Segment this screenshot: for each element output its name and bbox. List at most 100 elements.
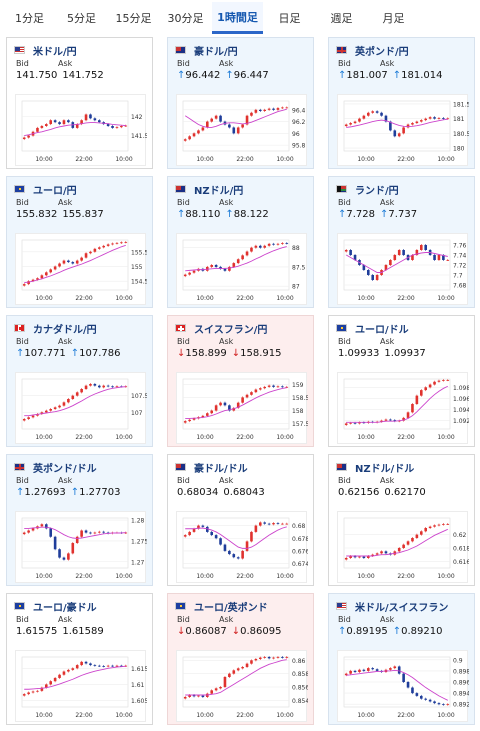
candle-body (67, 553, 70, 560)
price-values: ↑181.007 ↑181.014 (338, 70, 448, 81)
x-tick-label: 22:00 (236, 295, 253, 302)
mini-chart[interactable]: 107.5 107 10:00 22:00 10:00 (15, 372, 147, 444)
pair-card[interactable]: 英ポンド/ドル Bid Ask ↑1.27693 ↑1.27703 1.28 1.275 1.… (6, 454, 153, 586)
candle-body (402, 127, 405, 134)
mini-chart[interactable]: 155.5 155 154.5 10:00 22:00 10:00 (15, 233, 147, 305)
mini-chart[interactable]: 159 158.5 158 157.5 10:00 22:00 10:00 (176, 372, 308, 444)
mini-chart[interactable]: 1.098 1.096 1.094 1.092 10:00 22:00 10:00 (337, 372, 469, 444)
pair-name[interactable]: 豪ドル/円 (194, 46, 238, 58)
pair-card[interactable]: ランド/円 Bid Ask ↑7.728 ↑7.737 7.76 7.74 7.72 7.7 7.… (328, 176, 475, 308)
pair-name[interactable]: ユーロ/英ポンド (194, 602, 268, 614)
mini-chart[interactable]: 96.4 96.2 96 95.8 10:00 22:00 10:00 (176, 94, 307, 166)
y-tick-label: 155.5 (131, 249, 147, 256)
candle-body (397, 250, 401, 255)
pair-name[interactable]: NZドル/ドル (355, 463, 415, 475)
pair-name[interactable]: スイスフラン/円 (194, 324, 268, 336)
tab-6[interactable]: 週足 (330, 12, 353, 25)
mini-chart[interactable]: 0.86 0.858 0.856 0.854 10:00 22:00 10:00 (176, 650, 308, 722)
pair-name[interactable]: 米ドル/円 (33, 46, 77, 58)
candle-body (93, 384, 97, 386)
pair-name[interactable]: ユーロ/円 (33, 185, 77, 197)
candle-body (44, 124, 48, 126)
moving-average-line (184, 108, 287, 128)
change-arrow-icon: ↑ (225, 209, 234, 220)
y-tick-label: 0.674 (292, 561, 308, 568)
mini-chart[interactable]: 0.68 0.678 0.676 0.674 10:00 22:00 10:00 (176, 511, 308, 583)
candle-body (188, 695, 191, 697)
mini-chart[interactable]: 181.5 181 180.5 180 10:00 22:00 10:00 (337, 94, 469, 166)
pair-name[interactable]: ユーロ/豪ドル (33, 602, 97, 614)
candle-body (27, 692, 30, 695)
mini-chart[interactable]: 1.28 1.275 1.27 10:00 22:00 10:00 (15, 511, 147, 583)
pair-card[interactable]: ユーロ/英ポンド Bid Ask ↓0.86087 ↓0.86095 0.86 0.858 0… (167, 593, 314, 725)
pair-card[interactable]: 豪ドル/円 Bid Ask ↑96.442 ↑96.447 96.4 96.2 96 95.8 1… (167, 37, 314, 169)
candle-body (406, 124, 410, 128)
mini-chart[interactable]: 0.62 0.618 0.616 10:00 22:00 10:00 (337, 511, 469, 583)
flag-icon (175, 602, 186, 610)
candle-body (250, 247, 253, 252)
candle-body (236, 402, 240, 408)
plot-frame (21, 656, 129, 708)
pair-card[interactable]: 豪ドル/ドル Bid Ask 0.68034 0.68043 0.68 0.678 0.676… (167, 454, 314, 586)
pair-header: ユーロ/英ポンド (175, 598, 268, 614)
y-tick-label: 1.28 (131, 518, 145, 525)
tab-7[interactable]: 月足 (382, 12, 405, 25)
pair-card[interactable]: 米ドル/円 Bid Ask 141.750 141.752 142 141.5 10:00 22… (6, 37, 153, 169)
mini-chart[interactable]: 0.9 0.898 0.896 0.894 0.892 10:00 22:00 10:00 (337, 650, 469, 722)
candle-body (93, 118, 97, 121)
pair-name[interactable]: 英ポンド/ドル (33, 463, 97, 475)
mini-chart[interactable]: 7.76 7.74 7.72 7.7 7.68 10:00 22:00 10:00 (337, 233, 468, 305)
pair-card[interactable]: ユーロ/ドル Bid Ask 1.09933 1.09937 1.098 1.096 1.09… (328, 315, 475, 447)
candle-body (183, 697, 187, 699)
candle-body (442, 118, 445, 119)
pair-name[interactable]: ユーロ/ドル (355, 324, 409, 336)
tab-5[interactable]: 日足 (278, 12, 301, 25)
y-tick-label: 96.2 (292, 119, 306, 126)
candle-body (428, 117, 432, 119)
price-labels: Bid Ask (16, 59, 100, 68)
pair-card[interactable]: NZドル/ドル Bid Ask 0.62156 0.62170 0.62 0.618 0.61… (328, 454, 475, 586)
pair-card[interactable]: ユーロ/豪ドル Bid Ask 1.61575 1.61589 1.615 1.61 1.60… (6, 593, 153, 725)
pair-name[interactable]: ランド/円 (355, 185, 399, 197)
pair-name[interactable]: カナダドル/円 (33, 324, 97, 336)
mini-chart[interactable]: 1.615 1.61 1.605 10:00 22:00 10:00 (15, 650, 147, 722)
chart-svg: 0.9 0.898 0.896 0.894 0.892 10:00 22:00 10:00 (343, 656, 469, 719)
candle-body (205, 121, 209, 128)
candle-body (62, 260, 66, 264)
tab-0[interactable]: 1分足 (15, 12, 44, 25)
pair-name[interactable]: 英ポンド/円 (355, 46, 409, 58)
plot-frame (343, 378, 451, 430)
chart-svg: 107.5 107 10:00 22:00 10:00 (21, 378, 147, 441)
candle-body (433, 381, 436, 385)
pair-card[interactable]: スイスフラン/円 Bid Ask ↓158.899 ↓158.915 159 158.5 15… (167, 315, 314, 447)
x-tick-label: 10:00 (196, 295, 213, 302)
mini-chart[interactable]: 142 141.5 10:00 22:00 10:00 (15, 94, 147, 166)
pair-name[interactable]: 米ドル/スイスフラン (355, 602, 449, 614)
bid-value: ↑7.728 (338, 209, 376, 220)
tab-3[interactable]: 30分足 (167, 12, 204, 25)
pair-card[interactable]: ユーロ/円 Bid Ask 155.832 155.837 155.5 155 154.5 10… (6, 176, 153, 308)
tab-2[interactable]: 15分足 (115, 12, 152, 25)
x-tick-label: 10:00 (35, 434, 52, 441)
pair-card[interactable]: NZドル/円 Bid Ask ↑88.110 ↑88.122 88 87.5 87 10:00 2… (167, 176, 314, 308)
timeframe-tabs: 1分足 5分足 15分足 30分足 1時間足 日足 週足 月足 (0, 0, 480, 34)
mini-chart[interactable]: 88 87.5 87 10:00 22:00 10:00 (176, 233, 307, 305)
moving-average-line (185, 659, 287, 696)
candle-body (281, 657, 284, 658)
change-arrow-icon: ↑ (177, 209, 186, 220)
tab-1[interactable]: 5分足 (67, 12, 96, 25)
y-tick-label: 107.5 (131, 393, 147, 400)
pair-card[interactable]: 英ポンド/円 Bid Ask ↑181.007 ↑181.014 181.5 181 180.… (328, 37, 475, 169)
pair-card[interactable]: 米ドル/スイスフラン Bid Ask ↑0.89195 ↑0.89210 0.9 0.898… (328, 593, 475, 725)
y-tick-label: 1.096 (453, 396, 469, 403)
pair-card[interactable]: カナダドル/円 Bid Ask ↑107.771 ↑107.786 107.5 107 10:… (6, 315, 153, 447)
flag-icon (14, 602, 25, 610)
candle-body (188, 531, 191, 536)
moving-average-line (346, 528, 448, 557)
price-labels: Bid Ask (16, 476, 100, 485)
pair-name[interactable]: NZドル/円 (194, 185, 244, 197)
bid-value: ↑107.771 (16, 348, 66, 359)
pair-name[interactable]: 豪ドル/ドル (194, 463, 248, 475)
candle-body (358, 422, 361, 424)
tab-4[interactable]: 1時間足 (212, 2, 263, 34)
